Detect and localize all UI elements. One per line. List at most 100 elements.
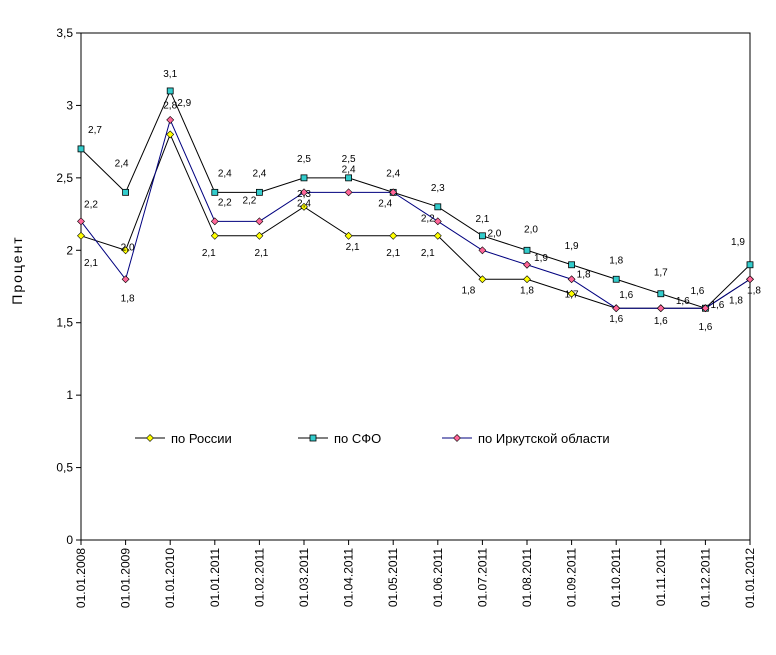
data-label: 1,6 (654, 316, 668, 327)
data-point (523, 246, 531, 254)
data-point (612, 275, 620, 283)
data-label: 2,4 (115, 158, 129, 169)
axes: 0 0,5 1 1,5 2 2,5 3 3,5 01.01.2008 01.01.2009 01.0… (56, 26, 757, 608)
data-label: 3,1 (163, 69, 177, 80)
data-label: 2,0 (121, 242, 135, 253)
data-point (656, 304, 665, 313)
data-point (389, 231, 398, 240)
y-tick-label: 0 (66, 533, 73, 547)
x-tick-label: 01.10.2011 (609, 548, 623, 607)
data-point (300, 174, 308, 182)
data-point (211, 188, 219, 196)
data-point (345, 174, 353, 182)
y-tick-label: 3 (66, 98, 73, 112)
data-point (746, 275, 754, 284)
x-tick-label: 01.03.2011 (297, 548, 311, 607)
data-label: 2,1 (421, 248, 435, 259)
y-axis-label: Процент (9, 235, 25, 304)
data-point (478, 232, 486, 240)
data-label: 1,6 (619, 290, 633, 301)
data-label: 1,9 (534, 253, 548, 264)
y-tick-label: 3,5 (56, 26, 73, 40)
data-point (210, 217, 219, 226)
data-point (433, 217, 442, 226)
y-tick-label: 1 (66, 388, 73, 402)
data-point (300, 188, 308, 197)
x-tick-label: 01.07.2011 (475, 548, 489, 607)
data-label: 2,4 (342, 164, 356, 175)
data-label: 2,1 (202, 248, 216, 259)
data-label: 2,4 (378, 198, 392, 209)
data-label: 2,8 (163, 100, 177, 111)
data-point (612, 304, 621, 313)
legend-label: по СФО (334, 431, 381, 446)
data-point (568, 261, 575, 269)
data-label: 1,8 (729, 295, 743, 306)
data-point (478, 275, 487, 284)
data-point (77, 145, 85, 153)
data-point (255, 217, 264, 226)
series-line-1 (80, 89, 751, 309)
data-label: 2,0 (524, 224, 538, 235)
x-tick-label: 01.04.2011 (342, 548, 356, 607)
data-label: 1,6 (690, 286, 704, 297)
y-tick-label: 0,5 (56, 461, 73, 475)
series-line-0 (80, 133, 751, 309)
y-tick-label: 2 (66, 243, 73, 257)
x-tick-label: 01.05.2011 (386, 548, 400, 607)
data-label: 1,7 (565, 290, 579, 301)
x-tick-label: 01.01.2012 (743, 548, 757, 608)
data-label: 2,3 (431, 183, 445, 194)
data-label: 2,1 (475, 214, 489, 225)
legend-marker (309, 434, 317, 442)
data-label: 2,2 (421, 213, 435, 224)
data-label: 1,7 (654, 268, 668, 279)
data-point (77, 231, 85, 240)
data-label: 2,4 (218, 168, 232, 179)
data-point (523, 275, 531, 284)
data-point (657, 290, 665, 298)
data-label: 2,1 (346, 242, 360, 253)
data-point (433, 231, 442, 240)
legend-label: по России (171, 431, 232, 446)
data-point (121, 246, 130, 255)
legend-label: по Иркутской области (478, 431, 610, 446)
data-label: 2,0 (487, 228, 501, 239)
data-label: 1,8 (121, 293, 135, 304)
x-tick-label: 01.01.2010 (163, 548, 177, 608)
data-point (166, 87, 174, 95)
data-point (300, 202, 308, 211)
x-tick-label: 01.12.2011 (698, 548, 712, 607)
data-point (255, 231, 264, 240)
data-point (434, 203, 442, 211)
y-tick-label: 2,5 (56, 171, 73, 185)
data-label: 2,2 (218, 197, 232, 208)
data-label: 2,4 (297, 198, 311, 209)
legend-marker (146, 434, 154, 442)
data-label: 1,9 (731, 237, 745, 248)
x-tick-label: 01.01.2008 (74, 548, 88, 608)
data-point (166, 115, 175, 124)
x-tick-label: 01.08.2011 (520, 548, 534, 607)
data-label: 1,8 (747, 285, 761, 296)
data-point (746, 261, 754, 269)
data-label: 2,4 (386, 168, 400, 179)
data-point (255, 188, 263, 196)
data-label: 1,8 (461, 285, 475, 296)
data-point (122, 188, 129, 196)
data-label: 2,3 (297, 189, 311, 200)
series-lines (80, 89, 751, 309)
data-point (567, 275, 576, 284)
data-label: 2,1 (386, 248, 400, 259)
data-label: 1,9 (565, 241, 579, 252)
x-tick-label: 01.09.2011 (565, 548, 579, 607)
data-label: 1,6 (676, 296, 690, 307)
y-tick-label: 1,5 (56, 316, 73, 330)
data-point (77, 217, 85, 226)
x-tick-label: 01.02.2011 (252, 548, 266, 607)
data-label: 1,8 (520, 285, 534, 296)
data-label: 2,1 (84, 258, 98, 269)
legend: по России по СФО по Иркутской области (135, 431, 610, 446)
data-label: 2,4 (252, 168, 266, 179)
data-label: 2,2 (242, 195, 256, 206)
